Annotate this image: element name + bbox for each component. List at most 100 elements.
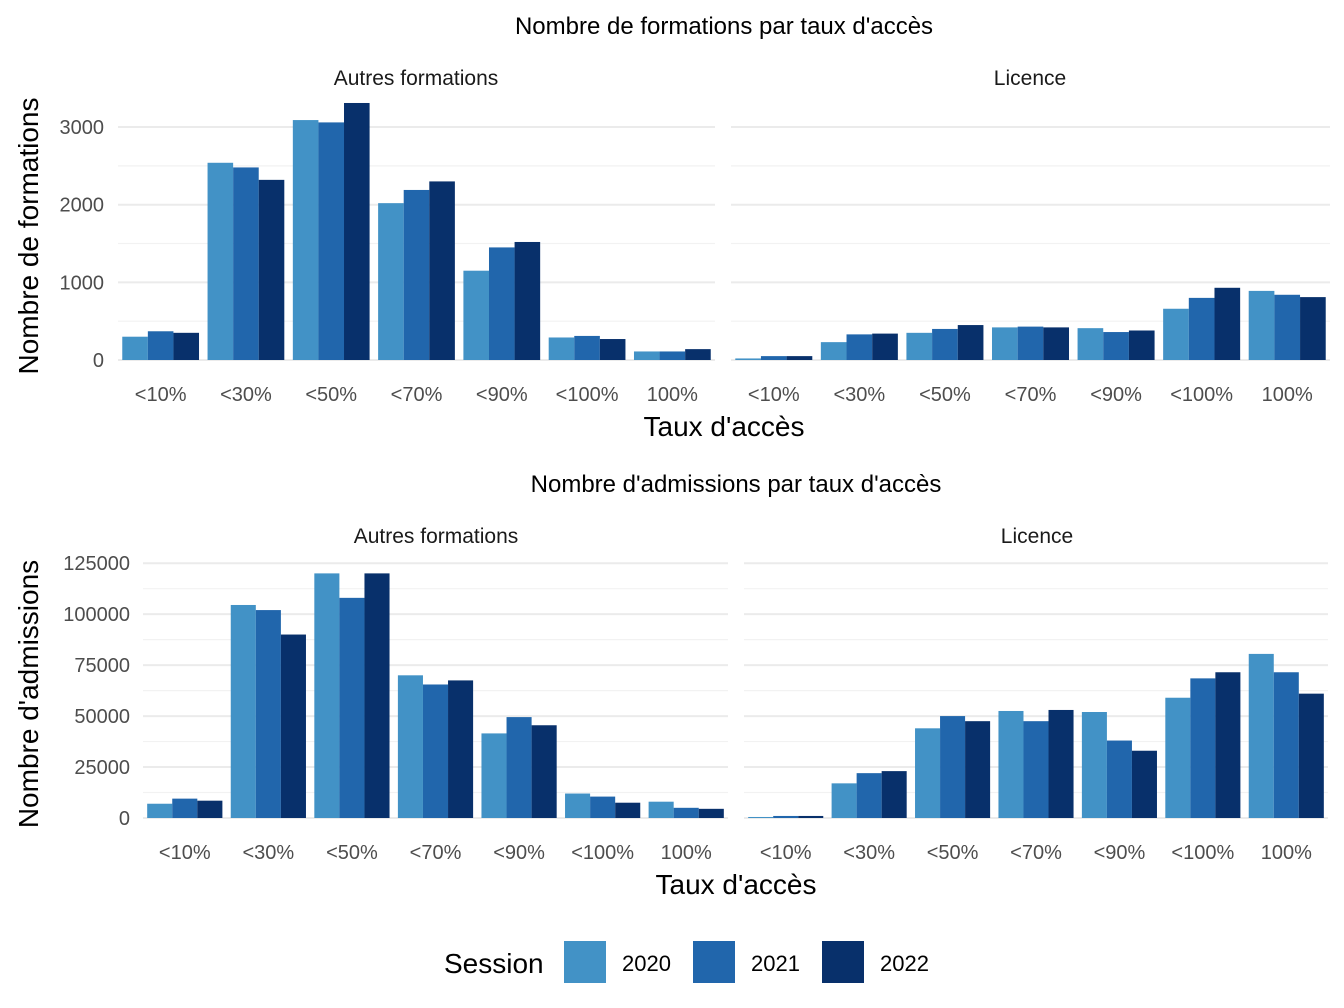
bar-2021 — [1017, 326, 1044, 360]
chart-1-x-tick-label: <90% — [1090, 384, 1142, 406]
chart-2-facet-autres-label: Autres formations — [354, 525, 519, 548]
bar-2021 — [940, 716, 966, 818]
chart-1-x-tick-label: <100% — [556, 384, 619, 406]
chart-1-x-tick-label: <100% — [1170, 384, 1233, 406]
chart-2-x-axis-title: Taux d'accès — [656, 869, 817, 900]
bar-2021 — [1273, 672, 1299, 818]
bar-2022 — [514, 241, 541, 360]
chart-1-y-tick-label: 2000 — [60, 195, 105, 217]
bar-2020 — [397, 675, 423, 818]
bar-2022 — [1131, 750, 1157, 818]
bar-2020 — [230, 604, 256, 818]
chart-1-x-tick-label: <50% — [305, 384, 357, 406]
legend-swatch-2021 — [693, 941, 735, 983]
chart-1-facet-licence-label: Licence — [994, 67, 1066, 90]
chart-2-facet-licence-label: Licence — [1001, 525, 1073, 548]
bar-2022 — [1215, 672, 1241, 818]
chart-2-x-tick-label: <30% — [242, 842, 294, 864]
legend-label-2022: 2022 — [880, 951, 929, 976]
bar-2020 — [1077, 328, 1104, 360]
legend-swatch-2022 — [822, 941, 864, 983]
bar-2021 — [172, 798, 198, 818]
bar-2022 — [1300, 297, 1326, 360]
chart-1-y-tick-label: 1000 — [60, 272, 105, 294]
bar-2021 — [846, 334, 873, 360]
bar-2020 — [122, 336, 148, 360]
bar-2020 — [648, 801, 674, 818]
chart-1-x-tick-label: <50% — [919, 384, 971, 406]
bar-2021 — [932, 328, 958, 360]
bar-2022 — [798, 815, 824, 818]
chart-1-title: Nombre de formations par taux d'accès — [515, 13, 933, 40]
chart-2-x-tick-label: <50% — [927, 842, 979, 864]
bar-2020 — [735, 358, 761, 360]
bar-2022 — [531, 725, 557, 818]
chart-2-title: Nombre d'admissions par taux d'accès — [531, 471, 942, 498]
bar-2020 — [1165, 697, 1191, 818]
chart-2-y-tick-label: 100000 — [63, 604, 130, 626]
bar-2020 — [1248, 653, 1274, 818]
bar-2020 — [378, 203, 404, 360]
bar-2022 — [448, 680, 474, 818]
bar-2022 — [615, 802, 641, 818]
bar-2022 — [698, 808, 724, 818]
chart-1-y-tick-label: 3000 — [60, 117, 105, 139]
chart-1-x-tick-label: <70% — [1005, 384, 1057, 406]
chart-2-x-tick-label: 100% — [661, 842, 712, 864]
bar-2022 — [364, 573, 390, 818]
bar-2021 — [590, 796, 616, 818]
bar-2022 — [429, 181, 455, 360]
bar-2022 — [280, 634, 306, 818]
chart-2-x-tick-label: <90% — [1094, 842, 1146, 864]
bar-2022 — [344, 102, 370, 361]
bar-2020 — [292, 120, 319, 360]
chart-1-x-tick-label: 100% — [647, 384, 698, 406]
bar-2022 — [685, 349, 711, 360]
bar-2022 — [1043, 327, 1070, 360]
bar-2022 — [197, 800, 223, 818]
bar-2022 — [599, 339, 626, 360]
bar-2020 — [915, 728, 941, 818]
bar-2021 — [673, 807, 699, 818]
legend-label-2020: 2020 — [622, 951, 671, 976]
chart-2-x-tick-label: <100% — [1171, 842, 1234, 864]
bar-2020 — [207, 162, 234, 360]
chart-2-y-tick-label: 25000 — [74, 757, 130, 779]
bar-2022 — [786, 356, 813, 360]
chart-2-y-tick-label: 50000 — [74, 706, 130, 728]
chart-2-y-tick-label: 125000 — [63, 553, 130, 575]
bar-2021 — [488, 247, 515, 360]
legend: Session 2020 2021 2022 — [444, 941, 929, 983]
chart-marks: 0 1000 2000 3000 <10% <30% <50% <70% <90% <100% 10… — [60, 102, 1330, 864]
bar-2021 — [339, 597, 365, 818]
bar-2021 — [1190, 678, 1216, 818]
chart-1-x-tick-label: <10% — [135, 384, 187, 406]
bar-2022 — [1048, 709, 1074, 818]
legend-title: Session — [444, 948, 544, 979]
bar-2020 — [633, 351, 660, 360]
chart-2-y-tick-label: 0 — [119, 808, 130, 830]
chart-2-x-tick-label: <100% — [571, 842, 634, 864]
chart-1-x-axis-title: Taux d'accès — [644, 411, 805, 442]
bar-2020 — [565, 793, 591, 818]
bar-2021 — [1106, 740, 1132, 818]
chart-1-x-tick-label: <10% — [748, 384, 800, 406]
bar-2021 — [422, 684, 449, 818]
chart-2-x-tick-label: <50% — [326, 842, 378, 864]
chart-2-x-tick-label: 100% — [1261, 842, 1312, 864]
chart-1-x-tick-label: <30% — [833, 384, 885, 406]
chart-2-y-tick-label: 75000 — [74, 655, 130, 677]
bar-2020 — [748, 816, 774, 818]
bar-2021 — [760, 356, 787, 360]
bar-2022 — [881, 771, 907, 818]
legend-swatch-2020 — [564, 941, 606, 983]
bar-2021 — [1103, 332, 1129, 360]
chart-1-x-tick-label: <30% — [220, 384, 272, 406]
chart-2-x-tick-label: <10% — [760, 842, 812, 864]
bar-2021 — [773, 815, 799, 818]
chart-1-y-tick-label: 0 — [93, 350, 104, 372]
bar-2021 — [403, 189, 430, 360]
bar-2022 — [1298, 693, 1324, 818]
bar-2021 — [318, 122, 345, 361]
